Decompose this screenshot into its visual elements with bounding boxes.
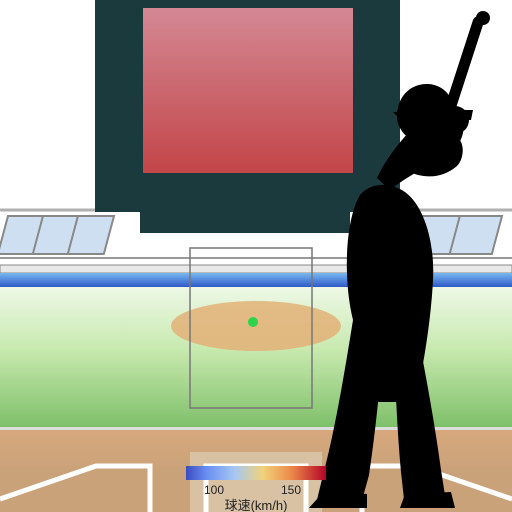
- pitch-marker: [248, 317, 258, 327]
- legend-tick: 150: [281, 483, 301, 497]
- pitch-chart: 100 150球速(km/h): [0, 0, 512, 512]
- scoreboard-screen: [143, 8, 353, 173]
- pitch-chart-svg: 100 150球速(km/h): [0, 0, 512, 512]
- legend-label: 球速(km/h): [225, 498, 288, 512]
- scoreboard: [95, 0, 400, 233]
- legend-tick: 100: [204, 483, 224, 497]
